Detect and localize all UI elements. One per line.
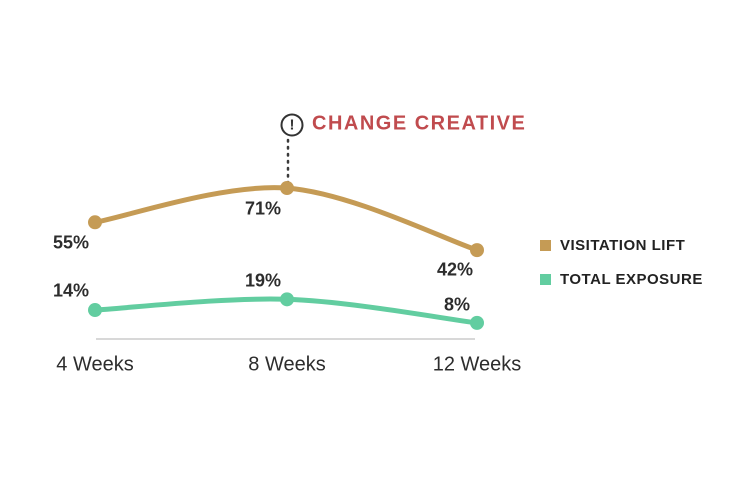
data-point-visitation-lift-0 — [88, 215, 102, 230]
value-label-exposure-12w: 8% — [443, 294, 471, 315]
alert-exclamation-icon: ! — [280, 113, 304, 137]
alert-exclamation-glyph: ! — [289, 116, 295, 134]
value-label-visitation-8w: 71% — [244, 198, 282, 219]
legend-swatch-visitation-lift — [540, 240, 551, 251]
x-axis-label-12-weeks: 12 Weeks — [432, 353, 522, 376]
value-label-exposure-4w: 14% — [52, 280, 90, 301]
data-point-visitation-lift-2 — [470, 243, 484, 258]
legend: VISITATION LIFT TOTAL EXPOSURE — [540, 237, 703, 305]
series-line-visitation-lift — [92, 185, 480, 253]
legend-label-total-exposure: TOTAL EXPOSURE — [560, 271, 703, 288]
legend-swatch-total-exposure — [540, 274, 551, 285]
value-label-exposure-8w: 19% — [244, 270, 282, 291]
legend-item-visitation-lift: VISITATION LIFT — [540, 237, 703, 254]
annotation-label: CHANGE CREATIVE — [312, 112, 527, 135]
value-label-visitation-12w: 42% — [436, 259, 474, 280]
x-axis-label-4-weeks: 4 Weeks — [56, 353, 134, 376]
data-point-total-exposure-2 — [470, 315, 484, 330]
data-point-total-exposure-1 — [280, 292, 294, 307]
x-axis-label-8-weeks: 8 Weeks — [248, 353, 326, 376]
legend-item-total-exposure: TOTAL EXPOSURE — [540, 271, 703, 288]
data-point-visitation-lift-1 — [280, 181, 294, 196]
value-label-visitation-4w: 55% — [52, 232, 90, 253]
data-point-total-exposure-0 — [88, 303, 102, 318]
legend-label-visitation-lift: VISITATION LIFT — [560, 237, 686, 254]
